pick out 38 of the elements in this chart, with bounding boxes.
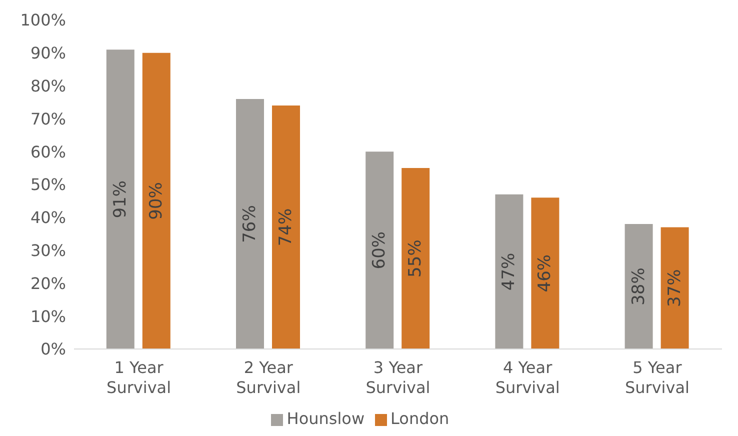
bar xyxy=(495,194,524,349)
data-label: 91% xyxy=(110,180,130,218)
bar xyxy=(366,152,394,349)
bar xyxy=(236,98,264,349)
y-tick-label: 20% xyxy=(30,274,66,293)
x-tick-label: 3 Year Survival xyxy=(366,358,430,397)
bar xyxy=(624,224,653,349)
x-tick-label: 1 Year Survival xyxy=(106,358,172,397)
data-label: 47% xyxy=(499,252,520,291)
bar xyxy=(660,227,689,349)
data-label: 37% xyxy=(664,269,685,308)
y-tick-label: 50% xyxy=(30,175,66,194)
y-tick-label: 90% xyxy=(30,44,66,63)
legend-label: London xyxy=(390,409,450,428)
bar xyxy=(106,50,134,349)
y-tick-label: 30% xyxy=(30,240,66,260)
x-tick-label: 5 Year Survival xyxy=(624,358,690,397)
y-tick-label: 100% xyxy=(20,10,66,30)
bar xyxy=(272,106,300,349)
legend-label: Hounslow xyxy=(286,409,365,428)
y-tick-label: 10% xyxy=(30,306,66,326)
data-label: 46% xyxy=(535,254,556,292)
data-label: 74% xyxy=(276,208,296,246)
x-tick-label: 4 Year Survival xyxy=(495,358,560,397)
bar xyxy=(531,198,560,349)
data-label: 38% xyxy=(628,268,649,306)
data-label: 55% xyxy=(406,240,426,278)
y-tick-label: 0% xyxy=(40,340,66,359)
y-tick-label: 80% xyxy=(30,76,66,96)
data-label: 60% xyxy=(370,231,390,270)
bar xyxy=(142,52,170,349)
data-label: 76% xyxy=(240,205,260,243)
data-label: 90% xyxy=(146,182,166,220)
y-tick-label: 70% xyxy=(30,109,66,128)
y-tick-label: 40% xyxy=(30,208,66,228)
x-tick-label: 2 Year Survival xyxy=(236,358,301,397)
bar xyxy=(402,168,430,349)
y-tick-label: 60% xyxy=(30,142,66,162)
